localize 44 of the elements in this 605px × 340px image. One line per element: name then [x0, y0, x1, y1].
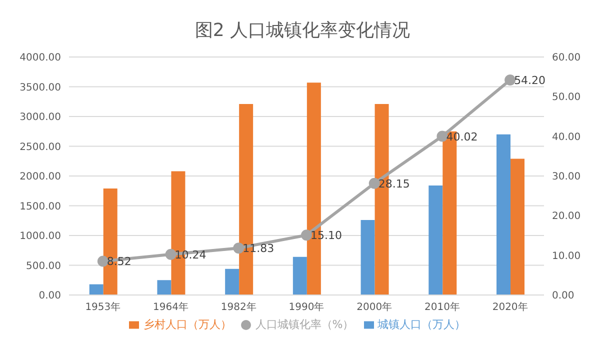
legend-label: 乡村人口（万人） [143, 318, 232, 331]
x-tick-label: 1953年 [85, 301, 121, 314]
bar [510, 158, 524, 295]
data-label: 54.20 [514, 74, 546, 88]
bar [360, 220, 375, 295]
y-tick-label: 1000.00 [20, 231, 61, 242]
point [165, 248, 176, 260]
data-label: 10.24 [174, 248, 206, 262]
bar [292, 256, 307, 295]
x-tick-label: 2020年 [492, 301, 528, 314]
y-tick-label: 3000.00 [20, 112, 61, 124]
point [368, 178, 380, 189]
chart-title: 图2 人口城镇化率变化情况 [194, 19, 412, 43]
bar [496, 134, 510, 295]
y-tick-label: 1500.00 [20, 201, 61, 212]
y2-tick-label: 30.00 [552, 172, 581, 183]
y2-tick-label: 20.00 [552, 211, 581, 222]
y-tick-label: 0.00 [38, 290, 61, 302]
bar [89, 284, 104, 295]
bar [157, 280, 172, 295]
y2-tick-label: 0.00 [552, 290, 574, 302]
y-tick-label: 2500.00 [20, 142, 61, 153]
x-tick-label: 2000年 [356, 301, 392, 314]
x-tick-label: 1982年 [220, 301, 256, 314]
bar [225, 268, 240, 295]
y-tick-label: 500.00 [26, 260, 61, 272]
y2-tick-label: 40.00 [552, 132, 581, 143]
y2-tick-label: 10.00 [552, 250, 581, 262]
x-tick-label: 1990年 [288, 301, 324, 314]
y-tick-label: 3500.00 [20, 82, 61, 94]
y-tick-label: 4000.00 [20, 52, 61, 64]
point [97, 256, 108, 267]
y2-tick-label: 50.00 [552, 92, 581, 104]
x-tick-label: 2010年 [424, 301, 460, 314]
y2-tick-label: 60.00 [552, 52, 581, 64]
legend-label: 城镇人口（万人） [378, 318, 466, 331]
x-tick-label: 1964年 [153, 301, 189, 314]
bar [428, 186, 443, 295]
point [233, 242, 244, 254]
y-tick-label: 2000.00 [20, 172, 61, 183]
legend-label: 人口城镇化率（%） [255, 318, 354, 331]
data-label: 8.52 [106, 255, 132, 268]
point [301, 230, 312, 241]
point [504, 74, 516, 86]
